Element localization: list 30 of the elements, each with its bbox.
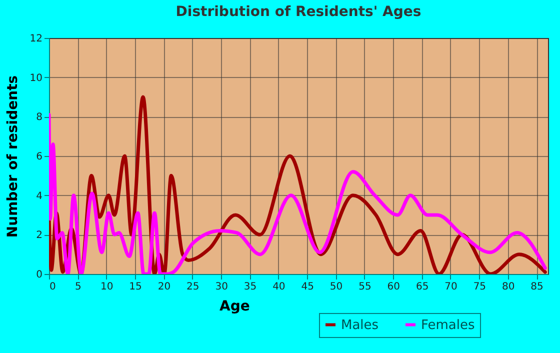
y-tick-label: 10 <box>30 72 42 84</box>
x-tick-label: 55 <box>358 282 372 292</box>
x-tick-label: 10 <box>100 282 114 292</box>
x-tick-label: 65 <box>416 282 429 292</box>
x-tick-label: 80 <box>502 282 515 292</box>
chart-title: Distribution of Residents' Ages <box>176 4 422 20</box>
x-tick-label: 45 <box>301 282 314 292</box>
x-tick-label: 85 <box>530 282 544 292</box>
x-tick-label: 40 <box>272 282 286 292</box>
y-tick-label: 8 <box>36 112 42 124</box>
y-axis-title: Number of residents <box>4 75 21 238</box>
legend-label: Males <box>341 318 379 333</box>
legend-label: Females <box>421 318 476 333</box>
x-tick-label: 75 <box>473 282 486 292</box>
x-tick-label: 15 <box>129 282 142 292</box>
y-tick-label: 0 <box>36 270 42 280</box>
y-tick-label: 2 <box>36 230 42 242</box>
x-tick-label: 70 <box>444 282 458 292</box>
x-tick-label: 20 <box>158 282 171 292</box>
x-tick-label: 5 <box>74 282 82 292</box>
y-tick-label: 12 <box>30 34 42 44</box>
x-tick-label: 60 <box>387 282 400 292</box>
x-tick-label: 50 <box>330 282 343 292</box>
y-tick-label: 4 <box>36 190 42 202</box>
x-axis-title: Age <box>220 298 250 314</box>
x-tick-label: 0 <box>50 282 56 292</box>
x-tick-label: 25 <box>186 282 200 292</box>
y-tick-label: 6 <box>36 152 42 162</box>
x-tick-label: 35 <box>244 282 257 292</box>
x-tick-label: 30 <box>215 282 228 292</box>
